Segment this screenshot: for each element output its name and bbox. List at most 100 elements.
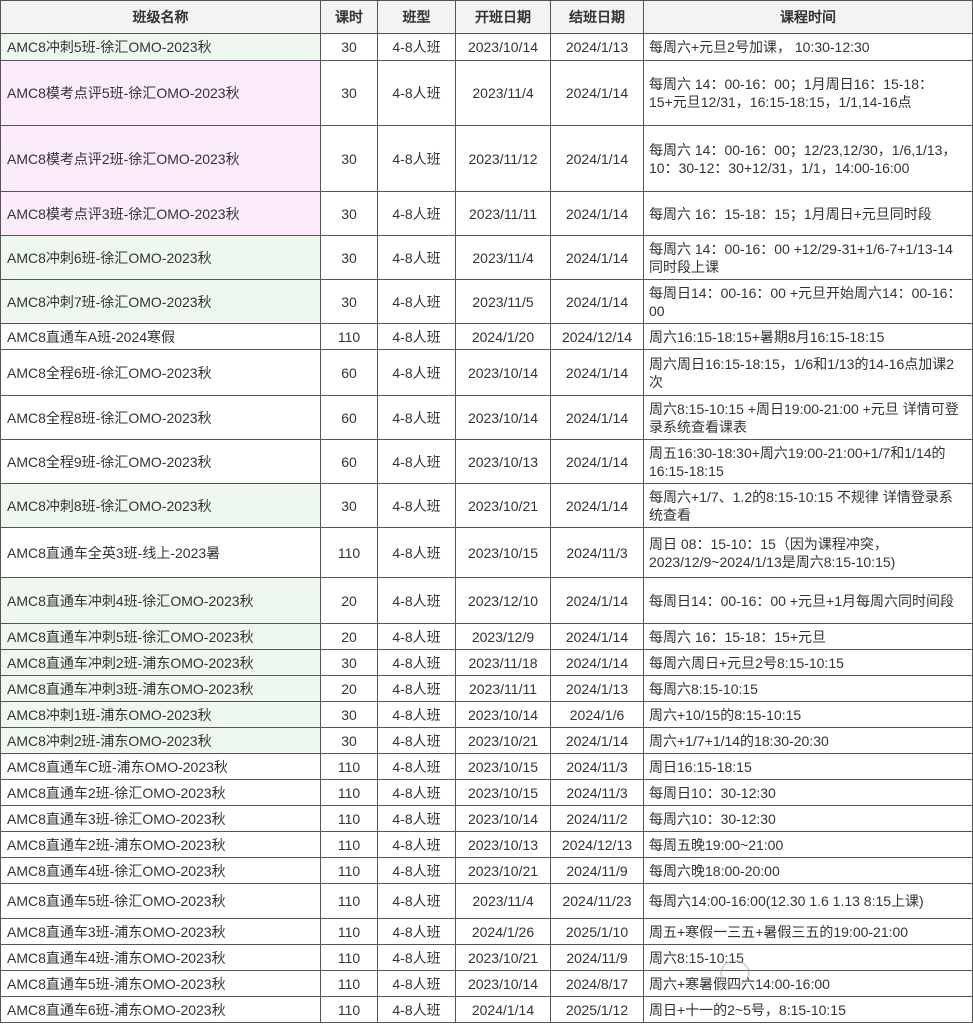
class-type-cell: 4-8人班	[377, 623, 456, 650]
class-type-cell: 4-8人班	[377, 125, 456, 192]
class-type-cell: 4-8人班	[377, 805, 456, 832]
table-row: AMC8冲刺7班-徐汇OMO-2023秋 30 4-8人班 2023/11/5 2024…	[0, 279, 973, 324]
hours-cell: 30	[320, 235, 378, 280]
class-type-cell: 4-8人班	[377, 970, 456, 997]
end-date-cell: 2024/1/14	[550, 349, 644, 396]
start-date-cell: 2023/10/21	[455, 727, 551, 754]
start-date-cell: 2023/11/11	[455, 191, 551, 236]
end-date-cell: 2024/11/3	[550, 527, 644, 578]
end-date-cell: 2024/1/14	[550, 577, 644, 624]
end-date-cell: 2024/1/14	[550, 483, 644, 528]
hours-cell: 110	[320, 996, 378, 1023]
class-name-cell: AMC8冲刺7班-徐汇OMO-2023秋	[0, 279, 321, 324]
table-row: AMC8全程8班-徐汇OMO-2023秋 60 4-8人班 2023/10/14 202…	[0, 395, 973, 440]
class-name-cell: AMC8直通车C班-浦东OMO-2023秋	[0, 753, 321, 780]
hours-cell: 110	[320, 527, 378, 578]
schedule-cell: 每周六 16：15-18：15；1月周日+元旦同时段	[643, 191, 973, 236]
hours-cell: 110	[320, 970, 378, 997]
hours-cell: 110	[320, 857, 378, 884]
table-row: AMC8直通车4班-浦东OMO-2023秋 110 4-8人班 2023/10/21 2…	[0, 944, 973, 971]
class-name-cell: AMC8全程8班-徐汇OMO-2023秋	[0, 395, 321, 440]
table-row: AMC8直通车4班-徐汇OMO-2023秋 110 4-8人班 2023/10/21 2…	[0, 857, 973, 884]
hours-cell: 110	[320, 831, 378, 858]
start-date-cell: 2023/10/14	[455, 349, 551, 396]
start-date-cell: 2023/10/14	[455, 395, 551, 440]
schedule-cell: 每周六 16：15-18：15+元旦	[643, 623, 973, 650]
class-type-cell: 4-8人班	[377, 577, 456, 624]
end-date-cell: 2024/1/14	[550, 439, 644, 484]
hours-cell: 60	[320, 395, 378, 440]
table-row: AMC8直通车C班-浦东OMO-2023秋 110 4-8人班 2023/10/15 2…	[0, 753, 973, 780]
table-row: AMC8直通车2班-徐汇OMO-2023秋 110 4-8人班 2023/10/15 2…	[0, 779, 973, 806]
end-date-cell: 2024/1/14	[550, 191, 644, 236]
start-date-cell: 2024/1/26	[455, 918, 551, 945]
table-row: AMC8直通车A班-2024寒假 110 4-8人班 2024/1/20 2024/12…	[0, 323, 973, 350]
class-name-cell: AMC8直通车冲刺4班-徐汇OMO-2023秋	[0, 577, 321, 624]
schedule-cell: 每周五晚19:00~21:00	[643, 831, 973, 858]
start-date-cell: 2023/12/10	[455, 577, 551, 624]
end-date-cell: 2024/1/14	[550, 623, 644, 650]
end-date-cell: 2024/1/14	[550, 649, 644, 676]
class-name-cell: AMC8冲刺2班-浦东OMO-2023秋	[0, 727, 321, 754]
table-row: AMC8直通车3班-浦东OMO-2023秋 110 4-8人班 2024/1/26 20…	[0, 918, 973, 945]
class-name-cell: AMC8直通车5班-徐汇OMO-2023秋	[0, 883, 321, 919]
schedule-cell: 每周六周日+元旦2号8:15-10:15	[643, 649, 973, 676]
class-type-cell: 4-8人班	[377, 701, 456, 728]
table-row: AMC8冲刺1班-浦东OMO-2023秋 30 4-8人班 2023/10/14 202…	[0, 701, 973, 728]
class-name-cell: AMC8直通车4班-浦东OMO-2023秋	[0, 944, 321, 971]
header-schedule: 课程时间	[643, 0, 973, 34]
class-name-cell: AMC8直通车2班-徐汇OMO-2023秋	[0, 779, 321, 806]
start-date-cell: 2023/10/14	[455, 970, 551, 997]
class-name-cell: AMC8直通车全英3班-线上-2023暑	[0, 527, 321, 578]
end-date-cell: 2024/1/13	[550, 33, 644, 61]
end-date-cell: 2024/11/2	[550, 805, 644, 832]
class-name-cell: AMC8直通车2班-浦东OMO-2023秋	[0, 831, 321, 858]
class-type-cell: 4-8人班	[377, 857, 456, 884]
start-date-cell: 2023/10/15	[455, 527, 551, 578]
class-type-cell: 4-8人班	[377, 439, 456, 484]
class-type-cell: 4-8人班	[377, 944, 456, 971]
class-name-cell: AMC8直通车3班-浦东OMO-2023秋	[0, 918, 321, 945]
start-date-cell: 2023/11/4	[455, 235, 551, 280]
hours-cell: 20	[320, 623, 378, 650]
hours-cell: 60	[320, 439, 378, 484]
class-type-cell: 4-8人班	[377, 649, 456, 676]
hours-cell: 20	[320, 577, 378, 624]
schedule-cell: 每周六晚18:00-20:00	[643, 857, 973, 884]
start-date-cell: 2023/10/21	[455, 944, 551, 971]
table-row: AMC8直通车2班-浦东OMO-2023秋 110 4-8人班 2023/10/13 2…	[0, 831, 973, 858]
start-date-cell: 2023/11/11	[455, 675, 551, 702]
start-date-cell: 2023/10/15	[455, 779, 551, 806]
hours-cell: 30	[320, 60, 378, 126]
header-hours: 课时	[320, 0, 378, 34]
class-name-cell: AMC8全程9班-徐汇OMO-2023秋	[0, 439, 321, 484]
schedule-cell: 周六+1/7+1/14的18:30-20:30	[643, 727, 973, 754]
class-type-cell: 4-8人班	[377, 191, 456, 236]
schedule-cell: 每周六+元旦2号加课， 10:30-12:30	[643, 33, 973, 61]
start-date-cell: 2023/11/18	[455, 649, 551, 676]
class-name-cell: AMC8直通车冲刺3班-浦东OMO-2023秋	[0, 675, 321, 702]
end-date-cell: 2024/11/9	[550, 944, 644, 971]
hours-cell: 110	[320, 323, 378, 350]
hours-cell: 110	[320, 805, 378, 832]
table-row: AMC8直通车5班-徐汇OMO-2023秋 110 4-8人班 2023/11/4 20…	[0, 883, 973, 919]
schedule-cell: 每周日14：00-16：00 +元旦+1月每周六同时间段	[643, 577, 973, 624]
end-date-cell: 2024/11/3	[550, 753, 644, 780]
schedule-cell: 每周六14:00-16:00(12.30 1.6 1.13 8:15上课)	[643, 883, 973, 919]
class-name-cell: AMC8模考点评5班-徐汇OMO-2023秋	[0, 60, 321, 126]
table-row: AMC8全程6班-徐汇OMO-2023秋 60 4-8人班 2023/10/14 202…	[0, 349, 973, 396]
hours-cell: 30	[320, 727, 378, 754]
table-row: AMC8全程9班-徐汇OMO-2023秋 60 4-8人班 2023/10/13 202…	[0, 439, 973, 484]
table-row: AMC8直通车5班-浦东OMO-2023秋 110 4-8人班 2023/10/14 2…	[0, 970, 973, 997]
class-name-cell: AMC8冲刺1班-浦东OMO-2023秋	[0, 701, 321, 728]
header-class-name: 班级名称	[0, 0, 321, 34]
schedule-cell: 周日+十一的2~5号，8:15-10:15	[643, 996, 973, 1023]
schedule-cell: 周日 08：15-10：15（因为课程冲突，2023/12/9~2024/1/1…	[643, 527, 973, 578]
class-type-cell: 4-8人班	[377, 831, 456, 858]
watermark-logo-icon	[720, 960, 750, 986]
class-type-cell: 4-8人班	[377, 779, 456, 806]
end-date-cell: 2024/1/6	[550, 701, 644, 728]
class-name-cell: AMC8模考点评2班-徐汇OMO-2023秋	[0, 125, 321, 192]
table-row: AMC8冲刺5班-徐汇OMO-2023秋 30 4-8人班 2023/10/14 202…	[0, 33, 973, 61]
hours-cell: 110	[320, 944, 378, 971]
